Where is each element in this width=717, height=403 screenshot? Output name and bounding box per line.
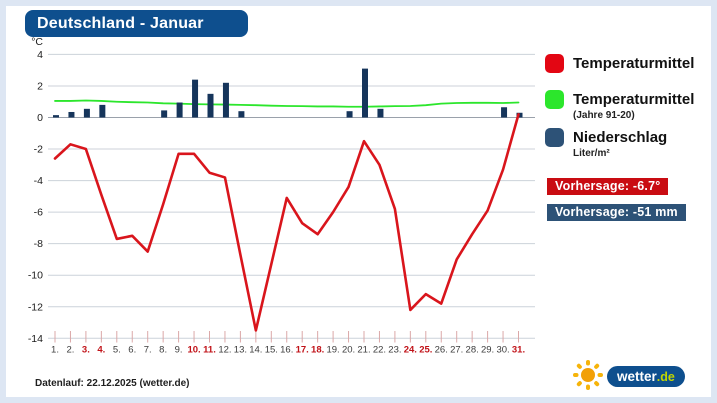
svg-text:-8: -8	[34, 238, 43, 250]
svg-text:12.: 12.	[218, 345, 231, 356]
svg-text:0: 0	[37, 112, 43, 124]
precip-bar	[53, 115, 59, 118]
x-axis-ticks	[54, 331, 519, 343]
legend-label: Niederschlag	[573, 129, 668, 146]
gridlines	[48, 53, 535, 339]
temperature-line	[53, 113, 520, 332]
legend-sublabel: Liter/m²	[573, 148, 610, 159]
svg-text:11.: 11.	[203, 345, 216, 356]
svg-text:6.: 6.	[128, 345, 136, 356]
logo-tld: .de	[656, 370, 675, 384]
svg-text:29.: 29.	[481, 345, 494, 356]
svg-text:3.: 3.	[82, 345, 90, 356]
svg-text:17.: 17.	[296, 345, 309, 356]
svg-text:22.: 22.	[373, 345, 386, 356]
svg-text:-10: -10	[28, 270, 43, 282]
svg-text:-6: -6	[34, 207, 43, 219]
svg-text:31.: 31.	[512, 345, 525, 356]
svg-text:9.: 9.	[175, 345, 183, 356]
svg-text:19.: 19.	[326, 345, 339, 356]
climate-mean-line	[54, 99, 520, 108]
precip-bar	[68, 111, 75, 118]
svg-text:18.: 18.	[311, 345, 324, 356]
precip-bar	[222, 82, 229, 118]
logo-pill: wetter.de	[607, 366, 685, 387]
y-axis-labels: 4 2 0 -2 -4 -6 -8 -10 -12 -14 °C	[28, 36, 44, 345]
svg-text:8.: 8.	[159, 345, 167, 356]
precip-bar	[362, 68, 368, 118]
svg-text:14.: 14.	[249, 345, 262, 356]
svg-text:7.: 7.	[144, 345, 152, 356]
sun-icon	[573, 360, 603, 390]
svg-text:5.: 5.	[113, 345, 121, 356]
precip-bar	[192, 79, 199, 118]
wetter-de-logo: wetter.de	[572, 358, 704, 392]
climate-mean-swatch	[545, 90, 564, 109]
svg-text:10.: 10.	[187, 345, 200, 356]
forecast-temperature-badge: Vorhersage: -6.7°	[547, 178, 669, 195]
legend-label: Temperaturmittel	[573, 91, 695, 108]
legend-sublabel: (Jahre 91-20)	[573, 110, 635, 121]
svg-text:-14: -14	[28, 333, 43, 345]
temperature-swatch	[545, 54, 564, 73]
svg-text:30.: 30.	[496, 345, 509, 356]
precip-bar	[207, 93, 214, 118]
legend-label: Temperaturmittel	[573, 55, 695, 72]
svg-text:2: 2	[37, 80, 43, 92]
precip-bars	[53, 68, 523, 118]
svg-text:27.: 27.	[450, 345, 463, 356]
svg-text:4.: 4.	[97, 345, 105, 356]
legend-item-precipitation: Niederschlag Liter/m²	[545, 128, 667, 159]
chart-title-bar: Deutschland - Januar	[25, 10, 248, 37]
precip-bar	[83, 108, 90, 118]
precip-bar	[238, 111, 245, 118]
svg-text:2.: 2.	[66, 345, 74, 356]
svg-text:24.: 24.	[404, 345, 417, 356]
legend-item-temperature: Temperaturmittel	[545, 54, 694, 73]
data-run-label: Datenlauf: 22.12.2025 (wetter.de)	[35, 378, 190, 389]
precip-bar	[176, 102, 183, 118]
svg-text:-4: -4	[34, 175, 43, 187]
precip-bar	[501, 107, 508, 118]
logo-word: wetter	[617, 369, 657, 384]
svg-text:4: 4	[37, 49, 43, 61]
svg-text:15.: 15.	[265, 345, 278, 356]
svg-text:-2: -2	[34, 144, 43, 156]
precipitation-swatch	[545, 128, 564, 147]
precip-bar	[346, 111, 353, 118]
svg-text:1.: 1.	[51, 345, 59, 356]
svg-text:25.: 25.	[419, 345, 432, 356]
svg-text:21.: 21.	[357, 345, 370, 356]
svg-text:13.: 13.	[234, 345, 247, 356]
svg-text:23.: 23.	[388, 345, 401, 356]
precip-bar	[99, 104, 106, 118]
svg-text:20.: 20.	[342, 345, 355, 356]
svg-text:°C: °C	[31, 36, 43, 48]
precip-bar	[161, 110, 168, 118]
svg-text:-12: -12	[28, 301, 43, 313]
svg-text:26.: 26.	[435, 345, 448, 356]
precip-bar	[377, 108, 384, 118]
forecast-precipitation-badge: Vorhersage: -51 mm	[547, 204, 686, 221]
chart-title: Deutschland - Januar	[37, 15, 204, 32]
legend-item-climate-mean: Temperaturmittel (Jahre 91-20)	[545, 90, 694, 121]
x-axis-labels: 1. 2. 3. 4. 5. 6. 7. 8. 9. 10. 11. 12. 13. 14. 15. 16. 1…	[51, 345, 525, 356]
svg-text:16.: 16.	[280, 345, 293, 356]
svg-text:28.: 28.	[466, 345, 479, 356]
